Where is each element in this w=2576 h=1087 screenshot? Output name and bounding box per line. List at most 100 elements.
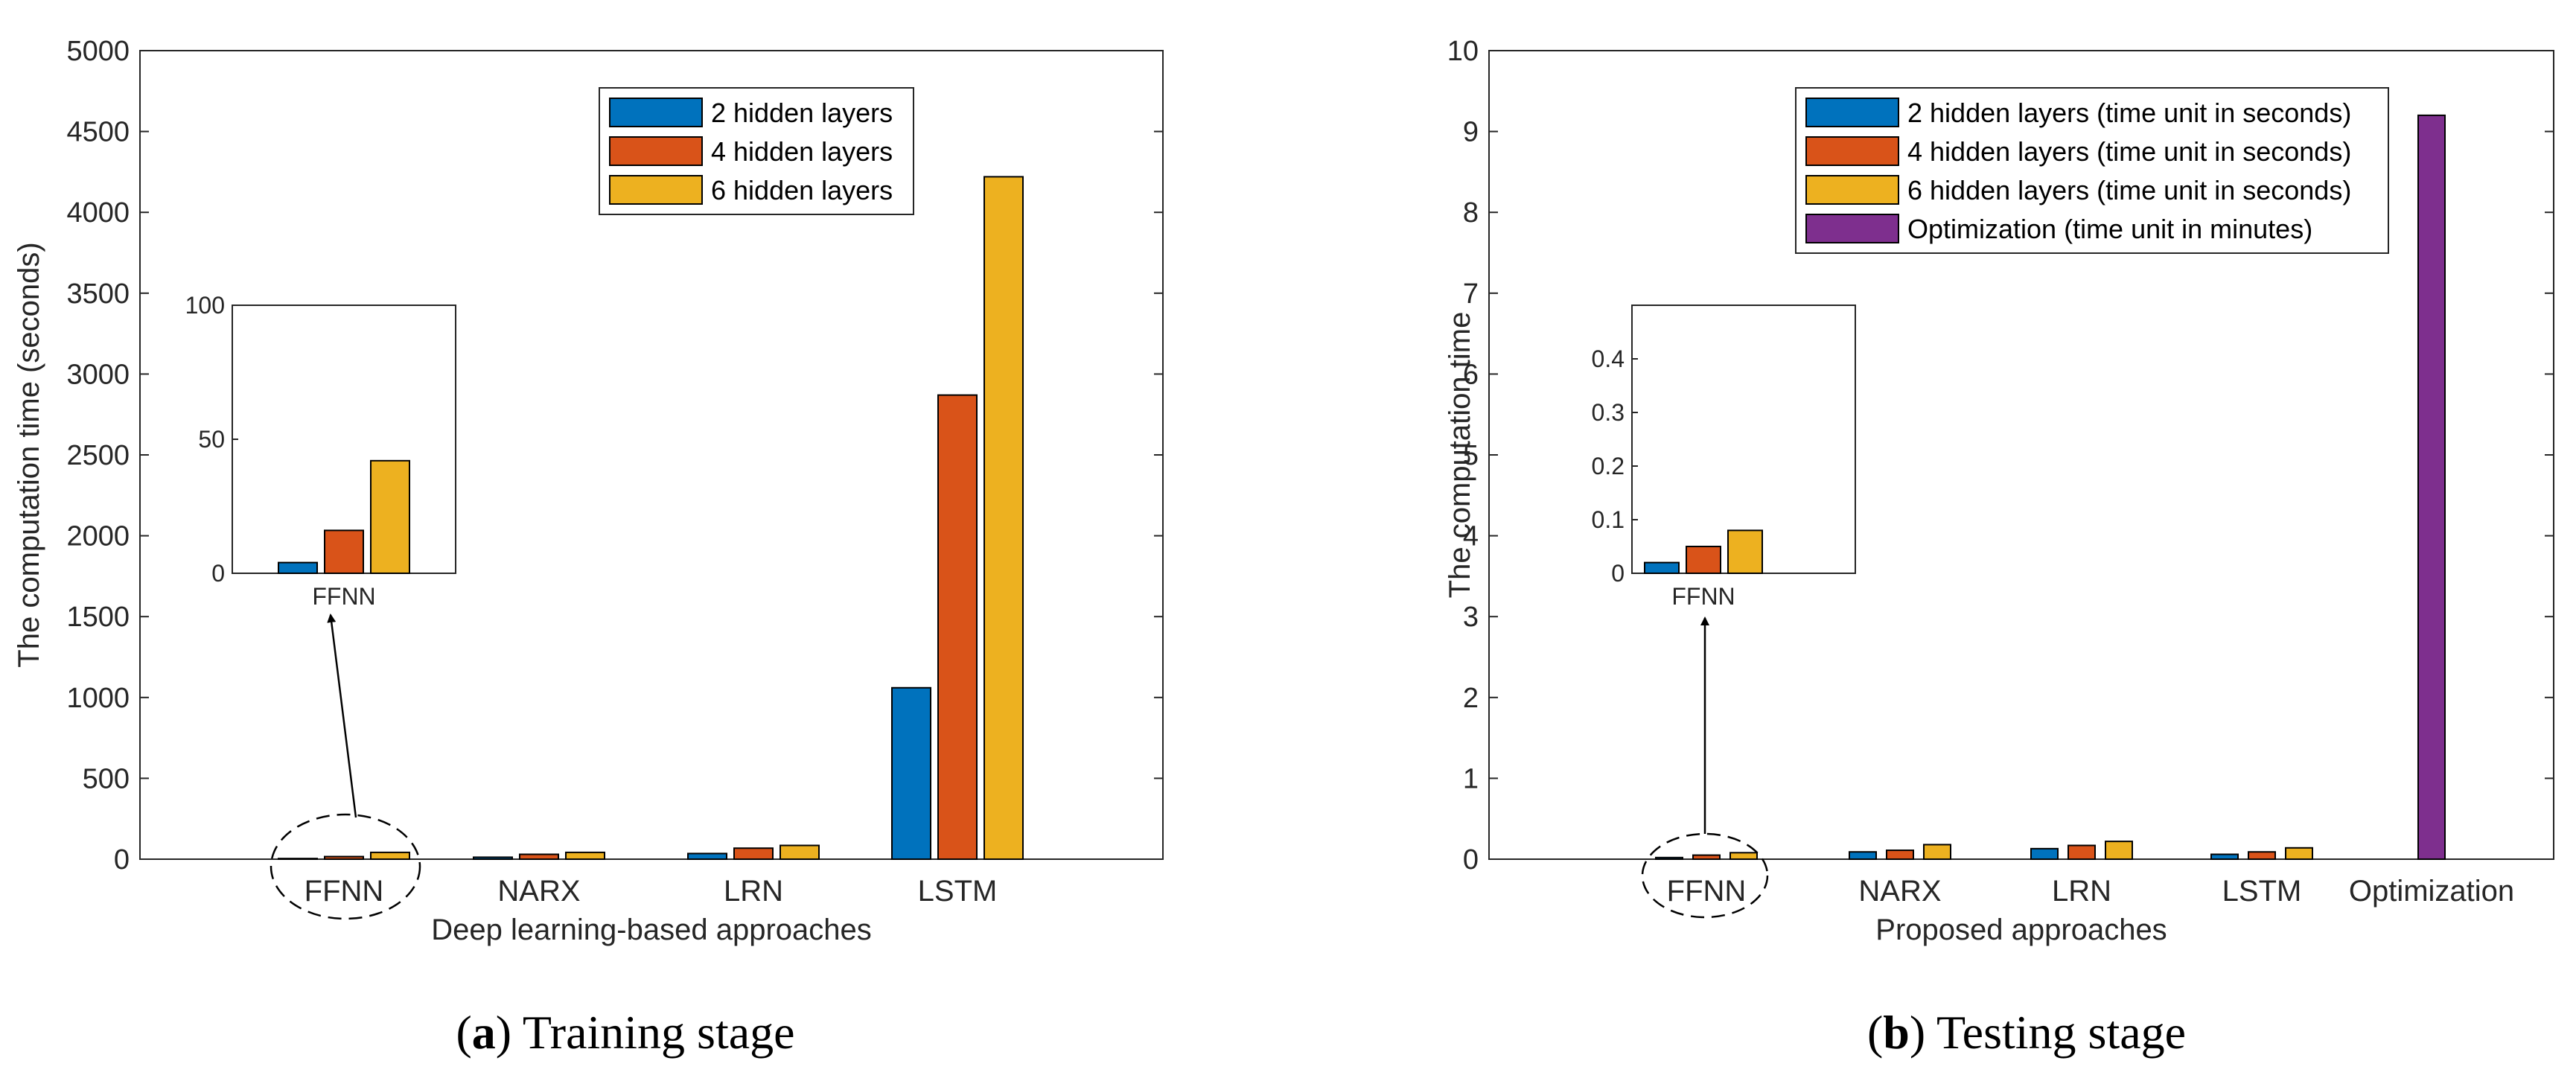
- x-category-label: FFNN: [305, 875, 384, 908]
- y-axis-label: The computation time (seconds): [13, 242, 45, 667]
- caption-letter: b: [1883, 1006, 1910, 1059]
- bar-optimization-series-3: [2417, 114, 2446, 860]
- y-tick-label: 0: [114, 844, 130, 876]
- caption-open-paren: (: [1867, 1006, 1883, 1059]
- inset-bar-series-0: [278, 561, 318, 574]
- inset-bar-series-1: [324, 529, 364, 575]
- bar-lrn-series-1: [2068, 844, 2096, 860]
- x-category-label: FFNN: [1667, 875, 1747, 908]
- legend-swatch: [609, 98, 703, 127]
- y-tick-label: 3500: [66, 278, 130, 310]
- y-tick-label: 4: [1463, 521, 1479, 552]
- bar-narx-series-0: [473, 856, 513, 860]
- bar-lrn-series-2: [2105, 841, 2133, 861]
- y-tick-label: 3: [1463, 602, 1479, 633]
- x-category-label: LSTM: [2222, 875, 2302, 908]
- y-tick-label: 5000: [66, 36, 130, 67]
- inset-y-tick-label: 50: [198, 426, 225, 453]
- x-axis-label: Deep learning-based approaches: [431, 914, 872, 946]
- y-tick-label: 7: [1463, 278, 1479, 310]
- y-tick-label: 4000: [66, 197, 130, 229]
- y-tick-label: 4500: [66, 117, 130, 148]
- inset-bar-series-2: [370, 459, 410, 574]
- legend-entry: 4 hidden layers (time unit in seconds): [1907, 136, 2351, 167]
- inset-chart: 0 50 100 FFNN: [185, 292, 456, 610]
- inset-y-tick-label: 0.2: [1592, 453, 1625, 479]
- x-category-label: LSTM: [918, 875, 998, 908]
- bar-lstm-series-0: [891, 686, 931, 860]
- bar-ffnn-series-0: [1655, 856, 1683, 861]
- inset-plot-area: [232, 305, 456, 574]
- bar-lstm-series-2: [2285, 847, 2313, 861]
- x-category-label: NARX: [1858, 875, 1941, 908]
- inset-y-tick-label: 0: [211, 560, 225, 587]
- bar-ffnn-series-1: [324, 855, 364, 860]
- zoom-arrow: [327, 613, 357, 818]
- y-tick-label: 2000: [66, 521, 130, 552]
- inset-y-tick-label: 0: [1611, 560, 1625, 587]
- legend-swatch: [1805, 175, 1899, 205]
- y-tick-label: 500: [83, 763, 130, 794]
- y-tick-label: 10: [1447, 36, 1479, 67]
- inset-bar-series-1: [1686, 546, 1721, 574]
- bar-narx-series-0: [1849, 851, 1877, 860]
- inset-chart: 0 0.1 0.2 0.3 0.4 FFNN: [1592, 305, 1856, 610]
- y-tick-label: 8: [1463, 197, 1479, 229]
- y-tick-label: 9: [1463, 117, 1479, 148]
- x-axis-label: Proposed approaches: [1875, 914, 2167, 946]
- bar-narx-series-1: [1886, 849, 1914, 860]
- inset-plot-area: [1631, 305, 1856, 574]
- highlight-ellipse: [270, 813, 421, 920]
- subfigure-caption: (b) Testing stage: [1867, 1006, 2186, 1059]
- y-axis-label: The computation time: [1444, 312, 1476, 599]
- bar-narx-series-2: [565, 851, 605, 860]
- subfigure-caption: (a) Training stage: [456, 1006, 794, 1059]
- inset-y-tick-label: 0.1: [1592, 506, 1625, 533]
- legend-entry: 6 hidden layers (time unit in seconds): [1907, 175, 2351, 205]
- inset-y-tick-label: 100: [185, 292, 225, 319]
- bar-ffnn-series-2: [1729, 852, 1758, 861]
- y-tick-label: 0: [1463, 844, 1479, 876]
- y-tick-label: 5: [1463, 440, 1479, 471]
- y-tick-label: 3000: [66, 359, 130, 390]
- legend-swatch: [609, 175, 703, 205]
- legend-entry: 2 hidden layers (time unit in seconds): [1907, 98, 2351, 128]
- legend-swatch: [609, 136, 703, 166]
- bar-lstm-series-1: [2248, 851, 2276, 860]
- chart-0: 0500100015002000250030003500400045005000…: [13, 36, 1164, 1059]
- bar-lrn-series-1: [733, 847, 774, 860]
- legend-entry: 6 hidden layers: [711, 175, 893, 205]
- bar-narx-series-2: [1923, 844, 1951, 861]
- legend-entry: 4 hidden layers: [711, 136, 893, 167]
- inset-y-tick-label: 0.3: [1592, 399, 1625, 426]
- bar-lrn-series-0: [2030, 847, 2059, 860]
- chart-1: 0 1 2 3 4 5 6 7 8 9 10 FFNN NARX LRN LSTM Optimization T…: [1444, 36, 2554, 1059]
- legend-entry: Optimization (time unit in minutes): [1907, 214, 2312, 244]
- caption-letter: a: [472, 1006, 496, 1059]
- bar-ffnn-series-0: [278, 858, 318, 861]
- inset-category-label: FFNN: [1671, 583, 1735, 610]
- bar-lstm-series-0: [2210, 853, 2239, 861]
- y-tick-label: 2500: [66, 440, 130, 471]
- caption-text: Training stage: [523, 1006, 795, 1059]
- caption-text: Testing stage: [1936, 1006, 2186, 1059]
- inset-bar-series-2: [1727, 529, 1763, 575]
- bar-ffnn-series-2: [370, 851, 410, 860]
- x-category-label: LRN: [2052, 875, 2111, 908]
- inset-bar-series-0: [1644, 561, 1680, 574]
- bar-ffnn-series-1: [1692, 854, 1721, 860]
- inset-y-tick-label: 0.4: [1592, 345, 1625, 372]
- legend-swatch: [1805, 98, 1899, 127]
- highlight-ellipse: [1641, 832, 1769, 919]
- legend-swatch: [1805, 214, 1899, 243]
- caption-close-paren: ): [1910, 1006, 1936, 1059]
- y-tick-label: 1: [1463, 763, 1479, 794]
- bar-lrn-series-2: [780, 844, 820, 860]
- caption-close-paren: ): [496, 1006, 523, 1059]
- caption-open-paren: (: [456, 1006, 471, 1059]
- x-category-label: NARX: [497, 875, 580, 908]
- bar-narx-series-1: [519, 853, 559, 861]
- x-category-label: Optimization: [2349, 875, 2514, 908]
- inset-category-label: FFNN: [312, 583, 375, 610]
- x-category-label: LRN: [724, 875, 783, 908]
